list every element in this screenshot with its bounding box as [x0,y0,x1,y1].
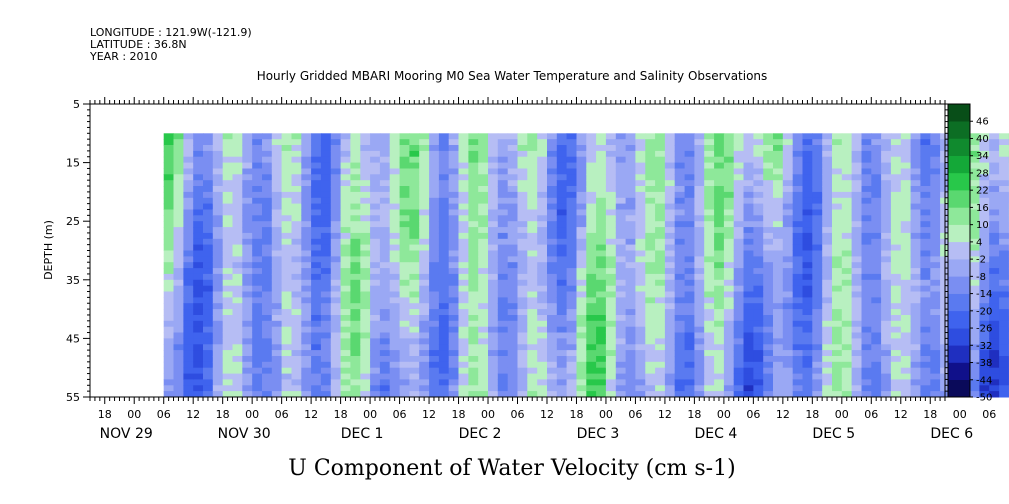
colorbar-swatch [948,293,970,312]
heatmap-field [163,133,1009,398]
x-axis-title: U Component of Water Velocity (cm s-1) [288,456,735,481]
colorbar-label: 10 [976,220,989,231]
x-axis-labels: 18 00 06 12 18 00 06 12 18 00 06 12 18 00 06 12 18 00 06 12… [98,408,996,442]
colorbar-swatch [948,104,970,122]
hour-tick-label: 06 [864,408,878,421]
hour-tick-label: 18 [687,408,701,421]
y-axis-labels: 5 15 25 35 45 55 [66,98,80,404]
colorbar-swatch [948,310,970,329]
colorbar-swatch [948,276,970,294]
hour-tick-label: 12 [186,408,200,421]
hour-tick-label: 12 [422,408,436,421]
depth-tick-label: 25 [66,215,80,228]
year-label: YEAR : 2010 [89,50,158,63]
colorbar-swatch [948,138,970,156]
colorbar-swatch [948,328,970,346]
colorbar-label: 40 [976,134,989,145]
colorbar-swatch [948,121,970,139]
colorbar-label: 34 [976,151,989,162]
colorbar-swatch [948,379,970,398]
date-tick-label: DEC 5 [812,426,855,442]
latitude-label: LATITUDE : 36.8N [90,38,187,51]
date-tick-label: DEC 6 [930,426,973,442]
hour-tick-label: 12 [776,408,790,421]
hour-tick-label: 00 [481,408,495,421]
y-axis-title: DEPTH (m) [42,220,55,280]
colorbar-label: -26 [976,324,992,335]
hour-tick-label: 06 [511,408,525,421]
depth-tick-label: 45 [66,332,80,345]
colorbar-label: -2 [976,255,986,266]
hour-tick-label: 18 [923,408,937,421]
hour-tick-label: 18 [98,408,112,421]
hour-tick-label: 00 [835,408,849,421]
hour-tick-label: 06 [982,408,996,421]
hour-tick-label: 18 [805,408,819,421]
hour-tick-label: 00 [953,408,967,421]
hour-tick-label: 18 [452,408,466,421]
hour-tick-label: 18 [569,408,583,421]
hour-tick-label: 06 [628,408,642,421]
hour-tick-label: 00 [245,408,259,421]
hour-tick-label: 00 [599,408,613,421]
date-tick-label: NOV 29 [100,426,153,442]
hour-tick-label: 00 [127,408,141,421]
date-tick-label: DEC 2 [459,426,502,442]
chart-title: Hourly Gridded MBARI Mooring M0 Sea Wate… [257,69,768,83]
colorbar-label: -44 [976,375,992,386]
colorbar-swatch [948,259,970,277]
colorbar-label: -14 [976,289,992,300]
depth-tick-label: 35 [66,274,80,287]
hour-tick-label: 18 [334,408,348,421]
colorbar-label: -50 [976,393,992,404]
hour-tick-label: 12 [894,408,908,421]
colorbar-swatch [948,207,970,225]
colorbar-label: 16 [976,203,989,214]
hour-tick-label: 00 [717,408,731,421]
colorbar-swatch [948,155,970,174]
date-tick-label: DEC 1 [341,426,384,442]
colorbar-label: -32 [976,341,992,352]
hour-tick-label: 18 [216,408,230,421]
hour-tick-label: 12 [658,408,672,421]
date-tick-label: NOV 30 [218,426,271,442]
depth-tick-label: 5 [73,98,80,111]
date-tick-label: DEC 4 [694,426,737,442]
hour-tick-label: 06 [393,408,407,421]
colorbar-label: 28 [976,168,989,179]
colorbar-swatch [948,345,970,363]
date-tick-label: DEC 3 [577,426,620,442]
hour-tick-label: 06 [275,408,289,421]
hour-tick-label: 12 [304,408,318,421]
colorbar-label: -8 [976,272,986,283]
colorbar-swatch [948,241,970,260]
hour-tick-label: 12 [540,408,554,421]
colorbar: -50 -44 -38 -32 -26 -20 -14 -8 -2 4 10 16 22 28 34 40 46 [947,103,992,404]
x-axis-ticks [89,97,946,404]
colorbar-swatch [948,190,970,208]
depth-tick-label: 55 [66,391,80,404]
longitude-label: LONGITUDE : 121.9W(-121.9) [90,26,252,39]
colorbar-swatch [948,362,970,380]
colorbar-label: 46 [976,117,989,128]
colorbar-label: -20 [976,306,992,317]
depth-tick-label: 15 [66,157,80,170]
colorbar-swatch [948,172,970,191]
colorbar-label: 22 [976,186,989,197]
colorbar-swatch [948,224,970,243]
colorbar-label: 4 [976,237,982,248]
colorbar-label: -38 [976,358,992,369]
hour-tick-label: 06 [157,408,171,421]
hour-tick-label: 00 [363,408,377,421]
hour-tick-label: 06 [746,408,760,421]
